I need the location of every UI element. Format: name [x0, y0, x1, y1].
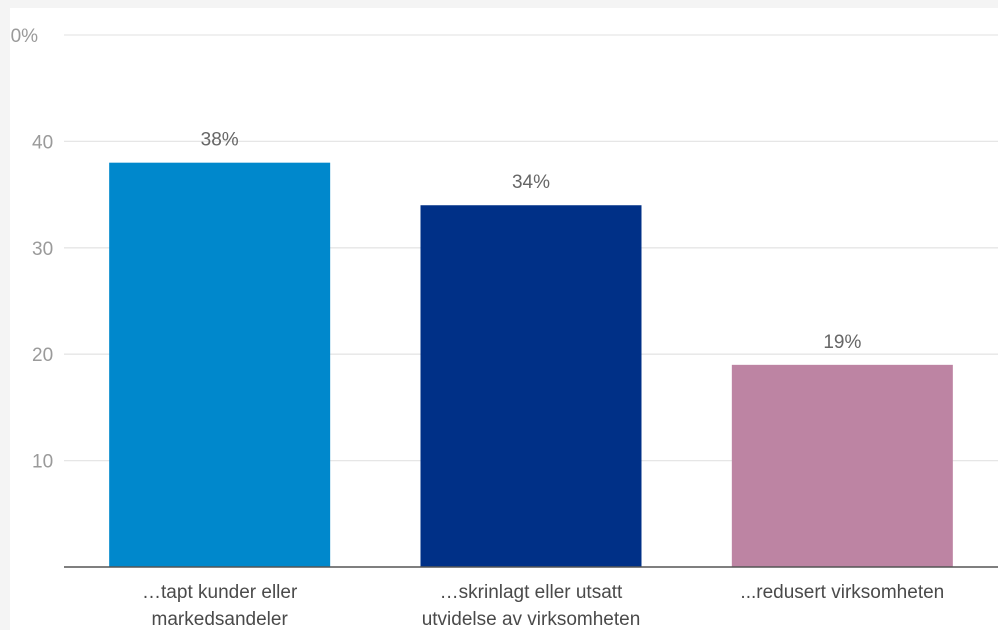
data-labels: 38% 34% 19% — [201, 130, 862, 353]
bars — [109, 162, 953, 568]
bar-value-label: 34% — [512, 172, 550, 193]
y-tick-label: 10 — [32, 452, 53, 473]
bar — [731, 364, 953, 567]
y-tick-label: 40 — [32, 132, 53, 153]
x-category-label: utvidelse av virksomheten — [422, 609, 641, 630]
y-tick-label: 20 — [32, 345, 53, 366]
bar-value-label: 38% — [201, 130, 239, 151]
y-tick-label: 30 — [32, 239, 53, 260]
x-category-label: ...redusert virksomheten — [740, 582, 944, 603]
y-axis-ticks: 10 20 30 40 50% — [10, 26, 53, 473]
x-category-label: …skrinlagt eller utsatt — [440, 582, 623, 603]
bar — [420, 205, 642, 568]
bar-chart: 10 20 30 40 50% 38% 34% 19% …tapt kunder eller… — [10, 26, 998, 630]
y-tick-label: 50% — [10, 26, 38, 47]
bar — [109, 162, 331, 567]
x-axis-labels: …tapt kunder eller markedsandeler …skrinla… — [142, 582, 944, 630]
bar-value-label: 19% — [823, 332, 861, 353]
x-category-label: …tapt kunder eller — [142, 582, 298, 603]
x-category-label: markedsandeler — [152, 609, 289, 630]
chart-area: 10 20 30 40 50% 38% 34% 19% …tapt kunder eller… — [10, 8, 998, 630]
